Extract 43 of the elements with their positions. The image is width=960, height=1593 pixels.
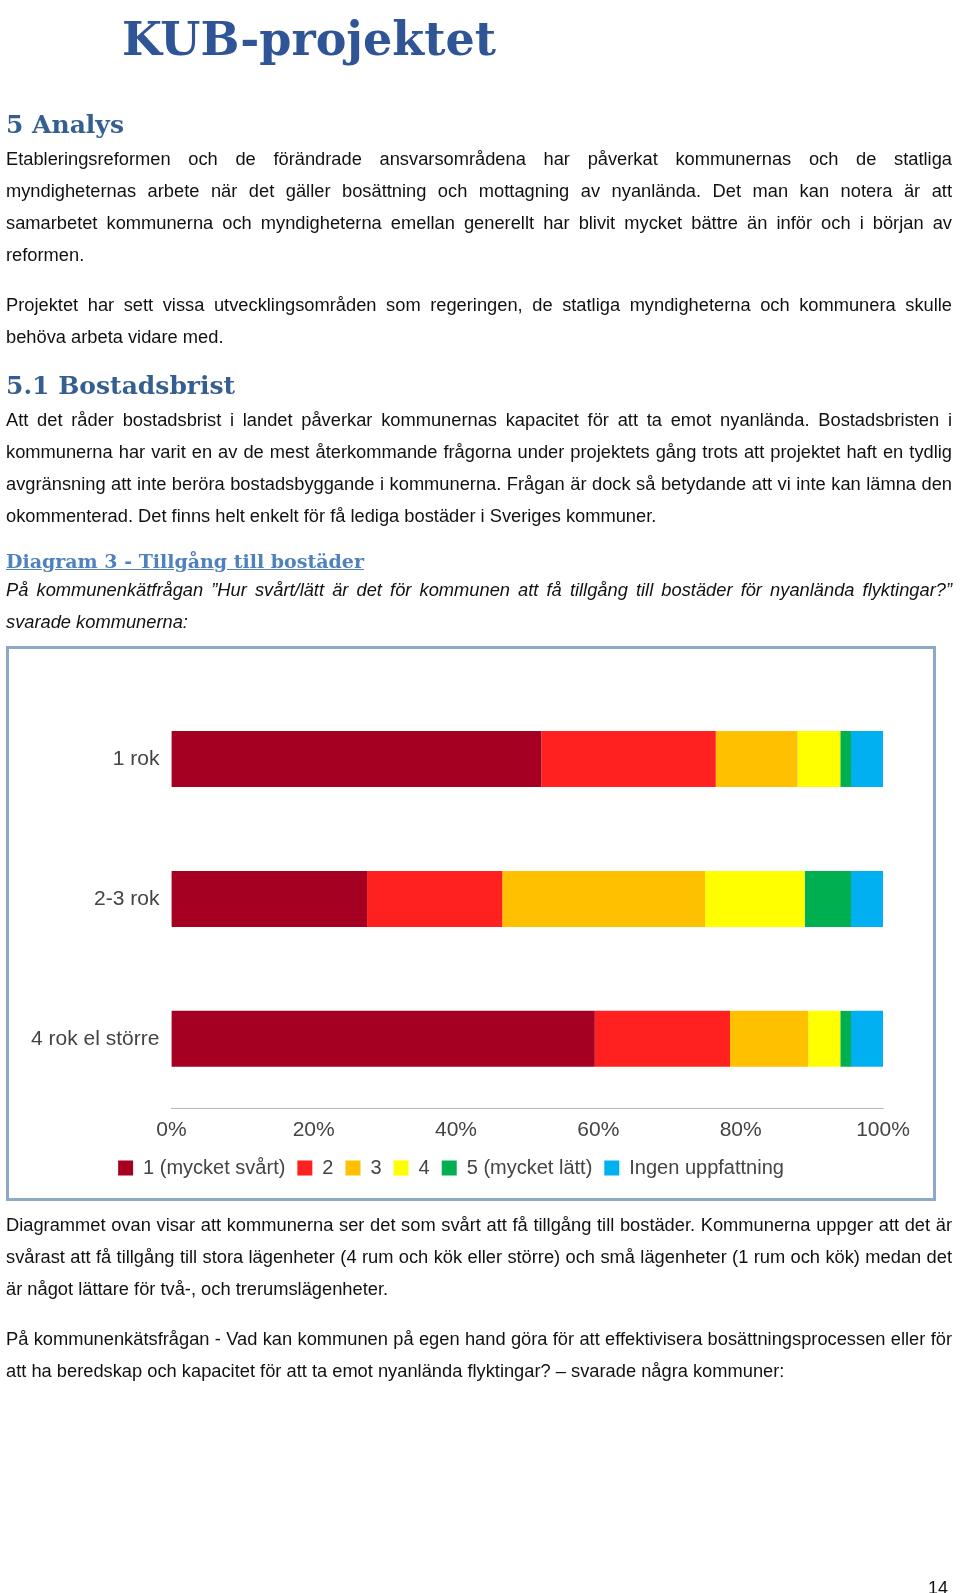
bar (367, 870, 503, 927)
bar (797, 730, 841, 787)
bar (541, 730, 716, 787)
y-tick-label: 2-3 rok (94, 885, 160, 909)
bar (171, 730, 542, 787)
x-tick-label: 20% (292, 1117, 335, 1141)
bar (715, 730, 798, 787)
text: Projektet har sett vissa utvecklingsområden som regeringen, de statliga myndigheterna och kommunera skulle behöva arbeta vidare med. (6, 293, 952, 349)
bar (594, 1010, 730, 1067)
bar (730, 1010, 809, 1067)
bar (850, 730, 883, 787)
x-tick-label: 100% (856, 1117, 910, 1141)
text: KUB-projektet (122, 11, 497, 68)
legend-label: Ingen uppfattning (629, 1155, 784, 1178)
chart-subtitle: På kommunenkätfrågan ”Hur svårt/lätt är det för kommunen att få tillgång till bostäder för nyanlända flyktingar?” svarade kommunerna: (6, 578, 952, 634)
bar (171, 1010, 595, 1067)
bar (850, 1010, 883, 1067)
text: 5 Analys (6, 110, 125, 139)
legend-label: 1 (mycket svårt) (143, 1155, 286, 1178)
bar (850, 870, 883, 927)
legend-label: 5 (mycket lätt) (466, 1155, 593, 1178)
y-tick-label: 4 rok el större (30, 1025, 160, 1049)
bar (840, 1010, 851, 1067)
bar (705, 870, 805, 927)
bar (808, 1010, 841, 1067)
x-tick-label: 40% (435, 1117, 478, 1141)
y-tick-label: 1 rok (112, 745, 160, 769)
bar (804, 870, 851, 927)
text: Etableringsreformen och de förändrade ansvarsområdena har påverkat kommunernas och de statliga myndigheternas arbete när det gäller bosättning och mottagning av nyanlända. Det man kan notera är att samarbetet kommunerna och myndigheterna emellan generellt har blivit mycket bättre än inför och i början av reformen. (6, 147, 952, 267)
text: På kommunenkätsfrågan - Vad kan kommunen på egen hand göra för att effektivisera bosättningsprocessen eller för att ha beredskap och kapacitet för att ta emot nyanlända flyktingar? – svarade några kommuner: (6, 1327, 952, 1383)
chart-title: Diagram 3 - Tillgång till bostäder (6, 550, 366, 572)
x-tick-label: 60% (577, 1117, 620, 1141)
bar (171, 870, 368, 927)
bar (840, 730, 851, 787)
legend-label: 2 (322, 1155, 334, 1178)
x-tick-label: 80% (719, 1117, 762, 1141)
x-tick-label: 0% (156, 1117, 187, 1141)
legend-label: 3 (370, 1155, 382, 1178)
text: 5.1 Bostadsbrist (6, 371, 237, 400)
bar (502, 870, 706, 927)
text: Diagrammet ovan visar att kommunerna ser det som svårt att få tillgång till bostäder. Kommunerna uppger att det är svårast att få tillgång till stora lägenheter (4 rum och kök eller större) och små lägenheter (1 rum och kök) medan det är något lättare för två-, och trerumslägenheter. (6, 1213, 952, 1301)
legend-label: 4 (418, 1155, 430, 1178)
text: Att det råder bostadsbrist i landet påverkar kommunernas kapacitet för att ta emot nyanlända. Bostadsbristen i kommunerna har varit en av de mest återkommande frågorna under projektets gång trots att projektet haft en tydlig avgränsning att inte beröra bostadsbyggande i kommunerna. Frågan är dock så betydande att vi inte kan lämna den okommenterad. Det finns helt enkelt för få lediga bostäder i Sveriges kommuner. (6, 408, 952, 528)
